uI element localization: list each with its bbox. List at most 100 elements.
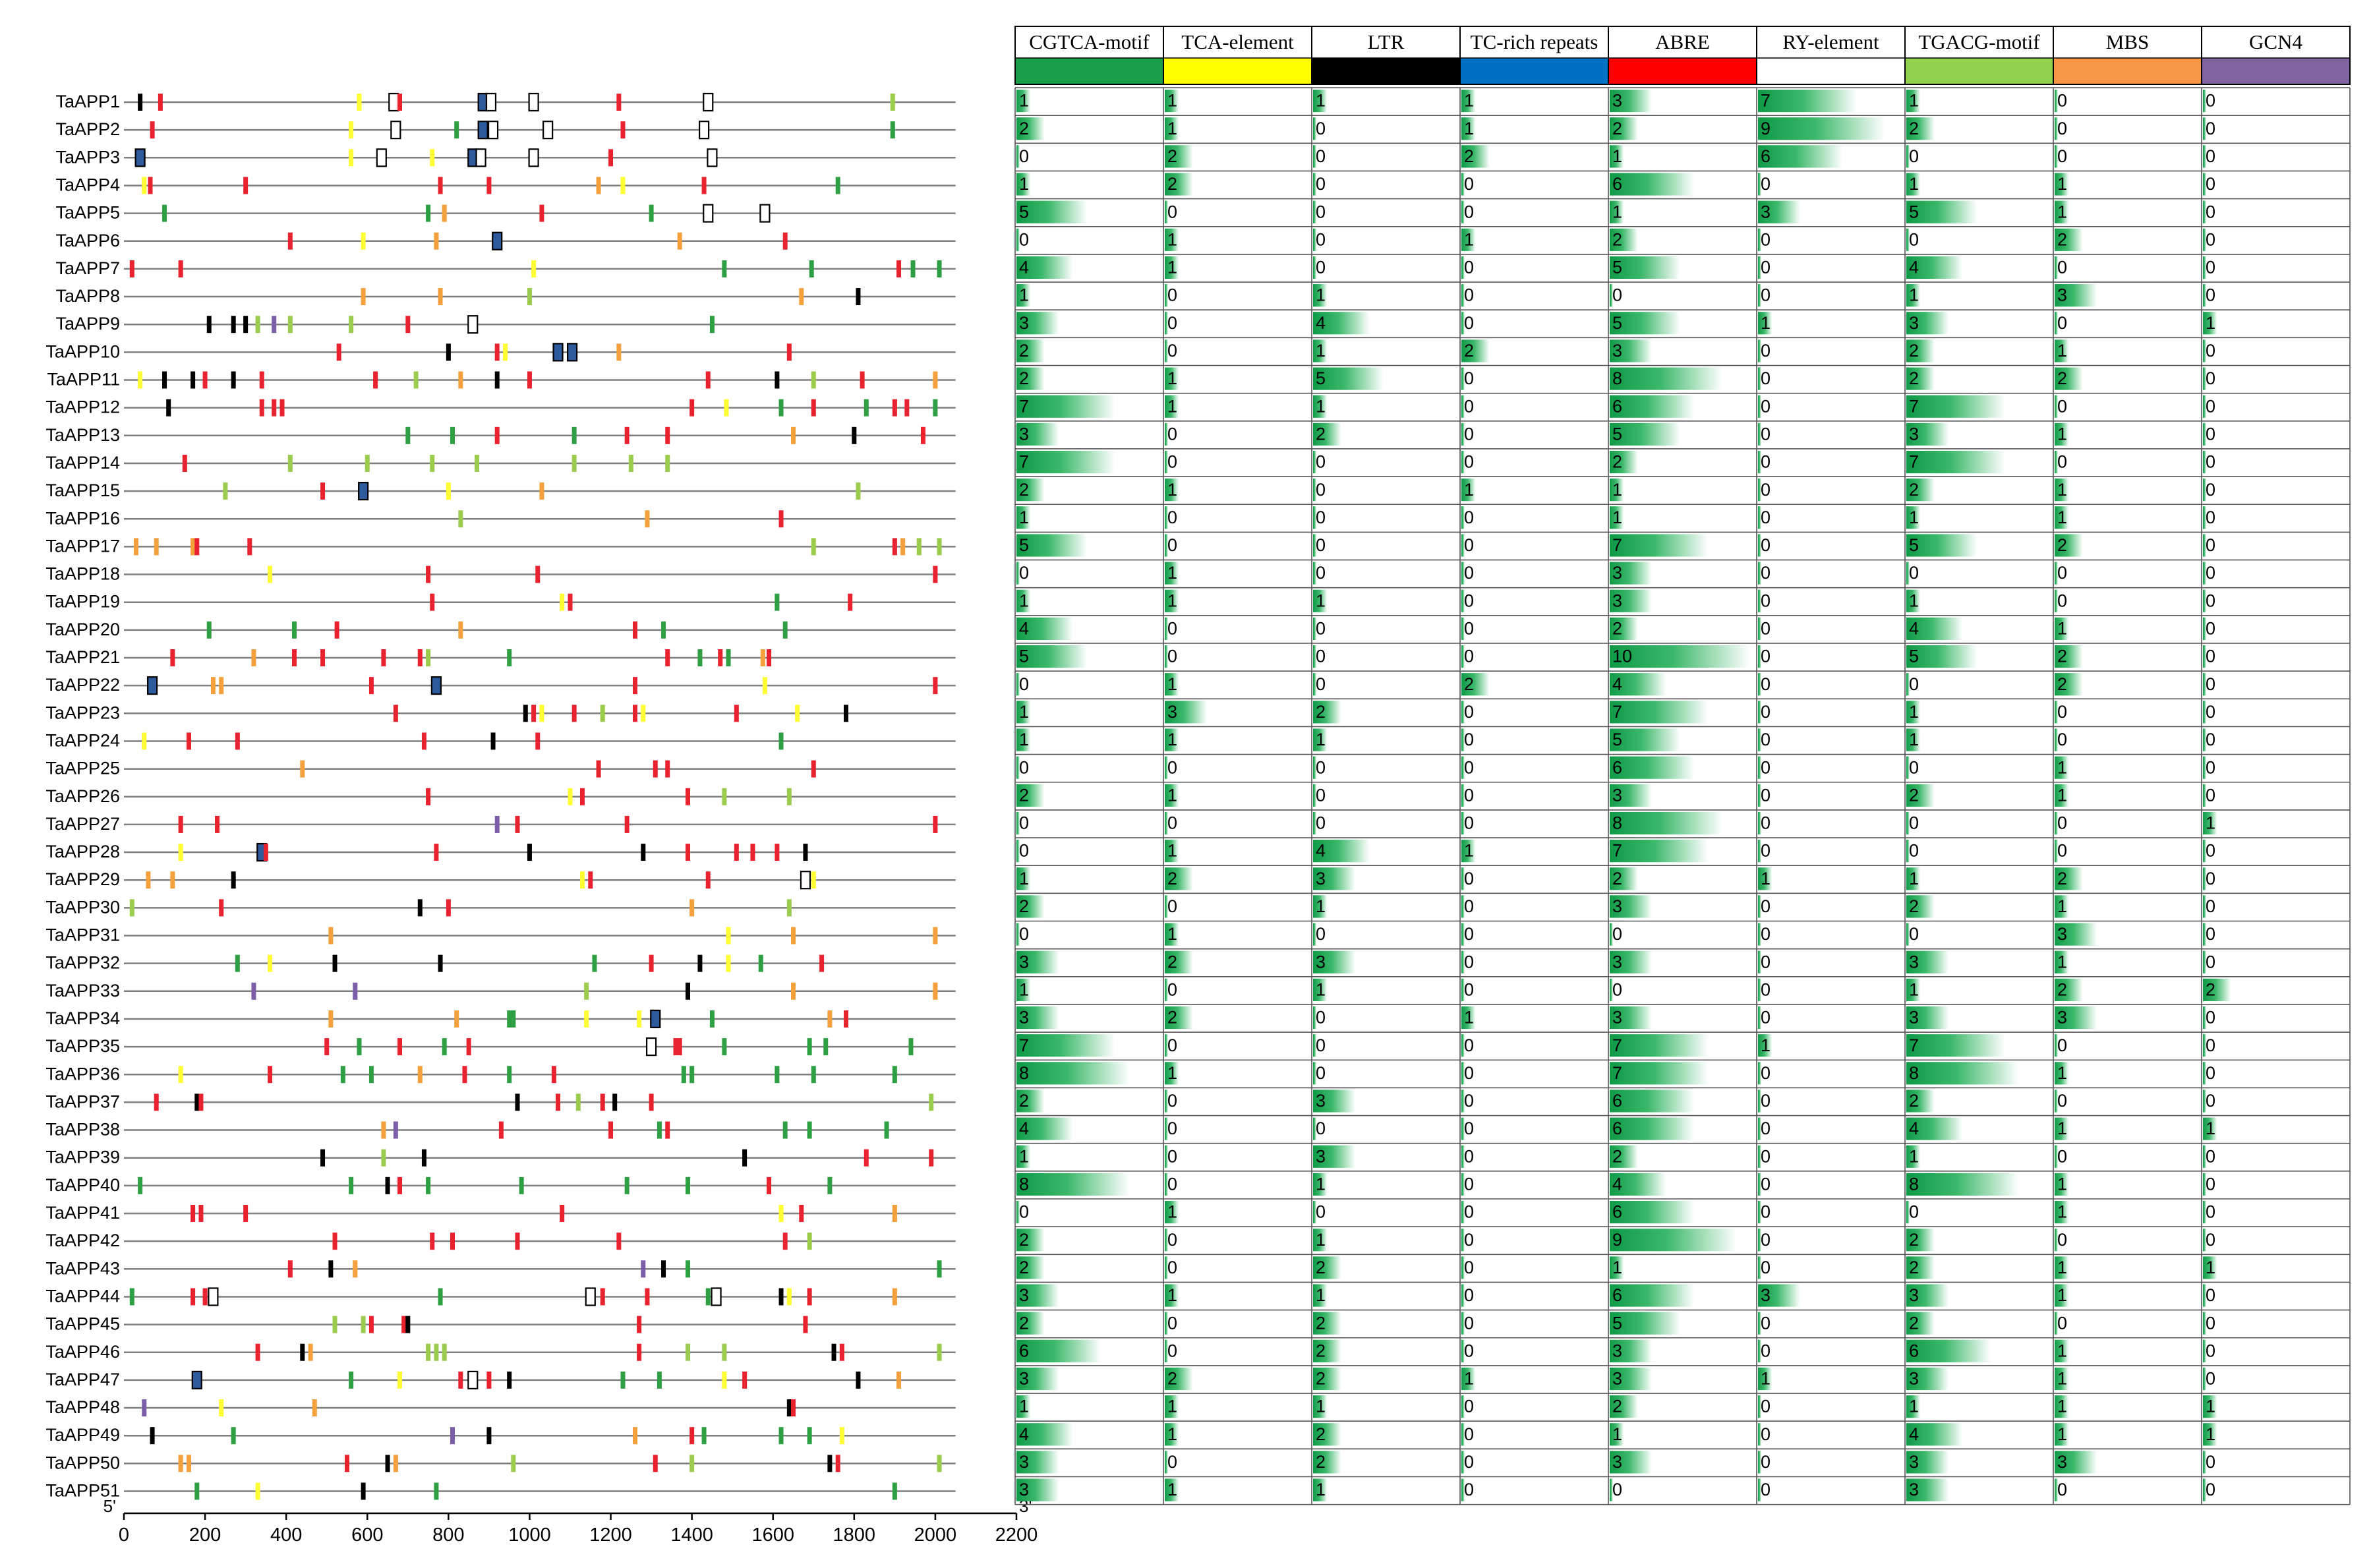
- cis-element-marker: [312, 1399, 317, 1417]
- count-bar: [1758, 978, 1761, 1001]
- count-value: 2: [1612, 119, 1622, 138]
- count-bar: [1758, 479, 1761, 502]
- cis-element-marker: [531, 705, 537, 722]
- count-value: 0: [2206, 480, 2215, 500]
- cis-element-marker: [856, 1371, 861, 1389]
- count-value: 1: [1167, 730, 1177, 749]
- count-value: 0: [2206, 1091, 2215, 1111]
- count-value: 0: [2206, 119, 2215, 138]
- count-bar: [1758, 923, 1761, 946]
- cis-element-marker: [485, 92, 497, 112]
- count-value: 10: [1612, 647, 1632, 666]
- cis-element-marker: [206, 316, 212, 334]
- gene-label: TaAPP25: [45, 759, 120, 778]
- cis-element-marker: [243, 1205, 249, 1222]
- count-bar: [1461, 367, 1465, 390]
- count-value: 0: [1464, 979, 1474, 999]
- count-value: 3: [1909, 1452, 1919, 1472]
- cis-element-marker: [426, 1176, 431, 1194]
- cis-element-marker: [527, 288, 532, 306]
- cis-element-marker: [215, 815, 220, 833]
- gene-label: TaAPP21: [45, 647, 120, 667]
- count-bar: [1165, 284, 1168, 307]
- count-value: 3: [1612, 785, 1622, 805]
- count-bar: [1016, 840, 1020, 863]
- count-bar: [1906, 1312, 1935, 1335]
- count-bar: [1165, 645, 1168, 668]
- cis-element-marker: [685, 788, 690, 805]
- cis-element-marker: [844, 705, 849, 722]
- cis-element-marker: [421, 732, 426, 750]
- count-value: 0: [1316, 785, 1326, 805]
- cis-element-marker: [142, 177, 147, 194]
- count-value: 1: [1612, 480, 1622, 500]
- cis-element-marker: [194, 538, 200, 556]
- count-value: 0: [1761, 368, 1771, 388]
- cis-element-marker: [819, 954, 825, 972]
- count-bar: [2203, 1006, 2206, 1030]
- count-bar: [1461, 1145, 1465, 1168]
- count-value: 3: [1761, 202, 1771, 221]
- cis-element-marker: [368, 1316, 374, 1333]
- count-value: 1: [2057, 341, 2067, 361]
- cis-element-marker: [527, 371, 532, 389]
- cis-element-marker: [900, 538, 906, 556]
- cis-element-marker: [430, 593, 435, 611]
- count-bar: [1758, 228, 1761, 251]
- count-bar: [1313, 1478, 1328, 1501]
- count-bar: [1758, 200, 1801, 223]
- count-value: 0: [1316, 619, 1326, 639]
- cis-element-marker: [722, 788, 727, 805]
- cis-element-marker: [811, 538, 816, 556]
- cis-element-marker: [933, 982, 938, 1000]
- count-bar: [1758, 1173, 1761, 1196]
- count-value: 7: [1612, 535, 1622, 555]
- count-value: 1: [1167, 674, 1177, 694]
- gene-label: TaAPP44: [45, 1286, 120, 1306]
- count-value: 1: [1019, 869, 1029, 888]
- cis-element-marker: [182, 454, 187, 472]
- count-value: 2: [2057, 229, 2067, 249]
- cis-element-marker: [800, 871, 811, 890]
- gene-label: TaAPP11: [47, 370, 120, 390]
- count-value: 0: [1464, 452, 1474, 472]
- cis-element-marker: [641, 844, 646, 861]
- count-value: 1: [2057, 508, 2067, 527]
- count-bar: [1758, 1201, 1761, 1224]
- cis-element-marker: [507, 1371, 512, 1389]
- count-value: 0: [2057, 119, 2067, 138]
- count-bar: [1906, 256, 1963, 279]
- gene-label: TaAPP29: [45, 869, 120, 889]
- cis-element-marker: [268, 1066, 273, 1084]
- cis-element-marker: [929, 1093, 934, 1111]
- count-value: 1: [1909, 1397, 1919, 1416]
- count-bar: [1906, 701, 1921, 724]
- gene-label: TaAPP24: [45, 730, 120, 750]
- count-bar: [2055, 701, 2058, 724]
- count-bar: [2055, 506, 2069, 529]
- count-value: 0: [1761, 480, 1771, 500]
- count-bar: [1016, 1339, 1101, 1362]
- count-bar: [1313, 422, 1341, 446]
- count-bar: [1016, 950, 1059, 973]
- count-value: 1: [1909, 702, 1919, 722]
- count-value: 0: [1761, 1258, 1771, 1277]
- count-bar: [1758, 1395, 1761, 1418]
- count-bar: [2055, 1478, 2058, 1501]
- count-bar: [1758, 562, 1761, 585]
- count-bar: [1758, 145, 1843, 168]
- cis-element-marker: [486, 177, 492, 194]
- gene-label: TaAPP47: [45, 1370, 120, 1389]
- cis-element-marker: [291, 649, 297, 666]
- cis-element-marker: [462, 1066, 467, 1084]
- count-bar: [2203, 811, 2217, 835]
- cis-element-marker: [515, 815, 520, 833]
- count-value: 0: [2206, 785, 2215, 805]
- count-bar: [1461, 1173, 1465, 1196]
- count-bar: [1165, 1229, 1168, 1252]
- count-bar: [1610, 645, 1751, 668]
- cis-element-marker: [827, 1455, 833, 1472]
- count-bar: [1016, 200, 1087, 223]
- cis-element-marker: [823, 1038, 829, 1056]
- cis-element-marker: [353, 982, 358, 1000]
